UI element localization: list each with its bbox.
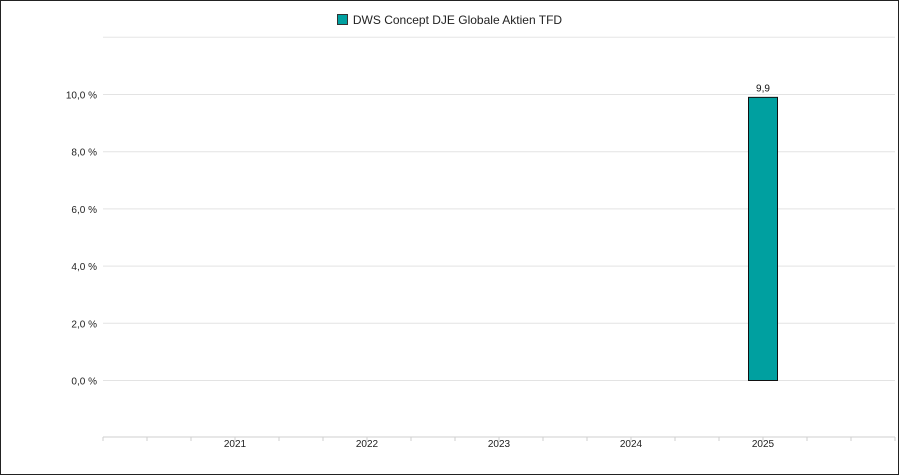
x-tick-label: 2024 <box>620 439 643 450</box>
legend-label: DWS Concept DJE Globale Aktien TFD <box>352 13 563 27</box>
y-tick-label: 8,0 % <box>71 148 97 159</box>
x-tick-label: 2023 <box>488 439 511 450</box>
legend: DWS Concept DJE Globale Aktien TFD <box>0 13 899 27</box>
y-tick-label: 2,0 % <box>71 319 97 330</box>
y-tick-label: 0,0 % <box>71 377 97 388</box>
y-tick-label: 6,0 % <box>71 205 97 216</box>
legend-swatch <box>336 14 348 25</box>
y-tick-label: 4,0 % <box>71 262 97 273</box>
x-tick-label: 2025 <box>752 439 775 450</box>
bar <box>748 96 778 382</box>
y-tick-label: 10,0 % <box>66 91 97 102</box>
data-label: 9,9 <box>756 83 770 94</box>
x-tick-label: 2022 <box>356 439 379 450</box>
x-tick-label: 2021 <box>224 439 247 450</box>
